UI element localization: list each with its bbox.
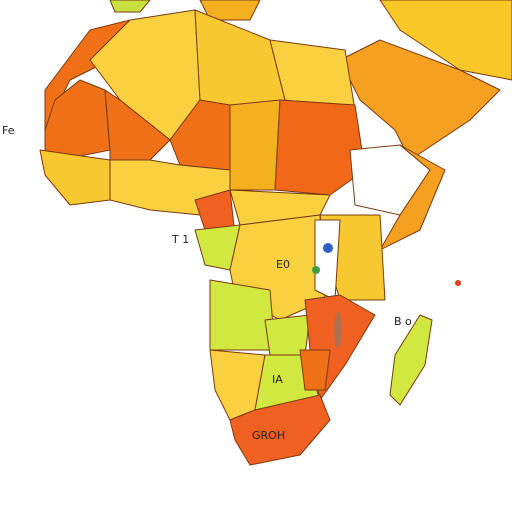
region [339, 39, 501, 161]
region [274, 99, 366, 196]
region [389, 314, 433, 406]
map-label: Fe [2, 124, 15, 137]
region [299, 349, 331, 391]
lake [323, 243, 333, 253]
region [199, 0, 261, 21]
region [109, 0, 151, 13]
lake [334, 312, 342, 348]
map-label: IA [272, 373, 283, 386]
region [314, 219, 341, 301]
regions [39, 0, 512, 466]
region [379, 0, 512, 81]
map-label: E0 [276, 258, 290, 271]
map-label: T 1 [171, 233, 189, 246]
region [229, 394, 331, 466]
map-label: GROH [252, 429, 285, 442]
region [264, 314, 311, 356]
lake [312, 266, 320, 274]
island [455, 280, 461, 286]
region [229, 99, 281, 191]
map-label: B o [394, 315, 412, 328]
region [39, 149, 111, 206]
region [209, 279, 276, 351]
